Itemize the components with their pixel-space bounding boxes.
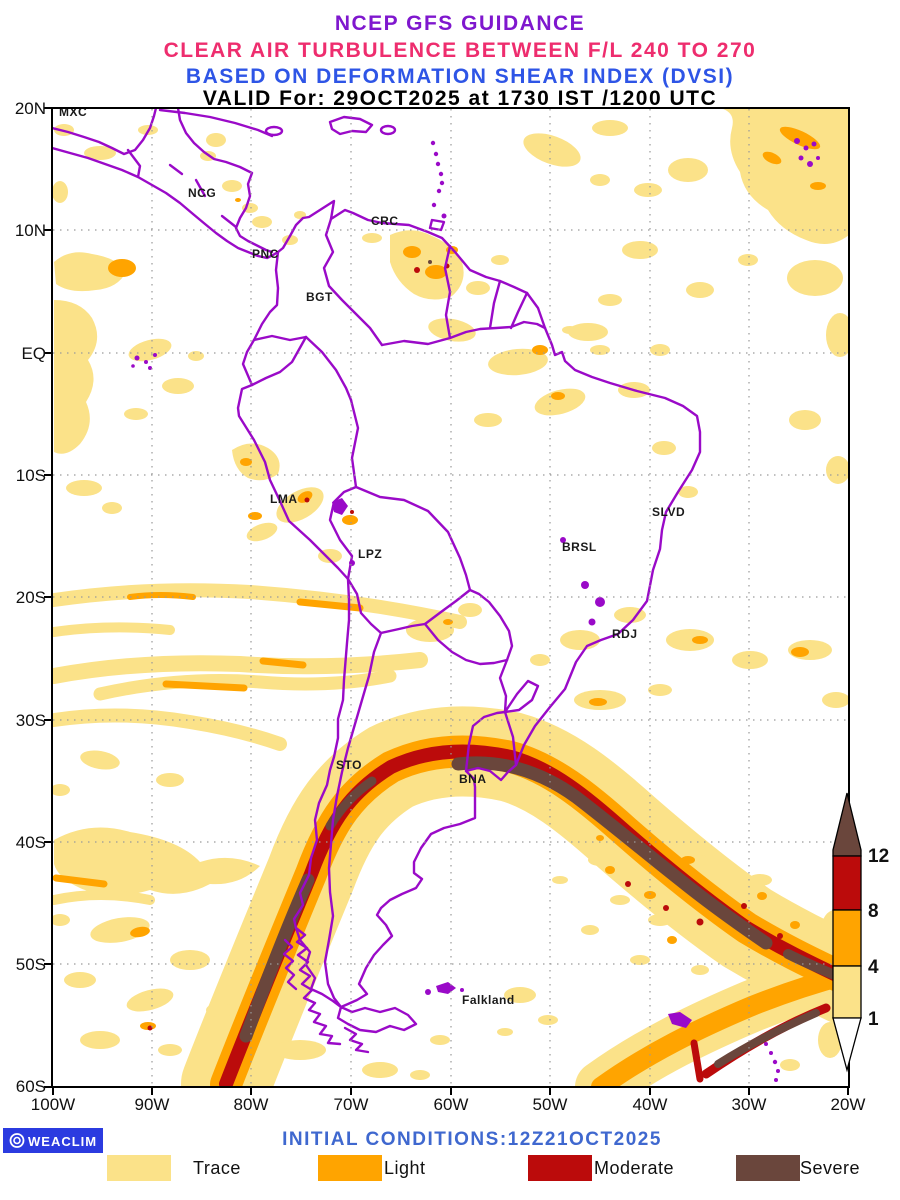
weaclim-logo-icon (9, 1133, 25, 1148)
colorbar-tick-label: 8 (868, 901, 879, 922)
x-axis: 100W 90W 80W 70W 60W 50W 40W 30W 20W (31, 1095, 866, 1114)
station-label: MXC (59, 105, 87, 119)
x-tick-label: 100W (31, 1095, 75, 1114)
colorbar-tick-label: 1 (868, 1009, 879, 1030)
weaclim-logo-inner-icon (13, 1136, 21, 1145)
colorbar-segment-moderate (832, 855, 862, 911)
country-borders-layer (53, 109, 820, 1082)
x-tick-label: 30W (732, 1095, 767, 1114)
initial-conditions-label: INITIAL CONDITIONS:12Z21OCT2025 (282, 1129, 662, 1150)
colorbar-segment-below (832, 1017, 862, 1073)
station-label: BGT (306, 290, 333, 304)
page-subtitle: CLEAR AIR TURBULENCE BETWEEN F/L 240 TO … (164, 39, 757, 62)
legend-swatch-trace (107, 1155, 171, 1181)
header: NCEP GFS GUIDANCE CLEAR AIR TURBULENCE B… (164, 12, 757, 110)
x-tick-label: 80W (234, 1095, 269, 1114)
y-tick-label: 10N (15, 221, 46, 240)
x-tick-label: 60W (434, 1095, 469, 1114)
y-tick-label: 20S (16, 588, 46, 607)
station-label: STO (336, 758, 362, 772)
legend-label-severe: Severe (800, 1158, 860, 1178)
colorbar: 12 8 4 1 (832, 792, 889, 1073)
map-canvas: MXC NCG CRC PNC BGT LMA LPZ BRSL SLVD RD… (53, 105, 848, 1086)
station-label: RDJ (612, 627, 638, 641)
page-title: NCEP GFS GUIDANCE (335, 12, 585, 35)
station-label: NCG (188, 186, 216, 200)
station-label: LPZ (358, 547, 382, 561)
station-label: BRSL (562, 540, 597, 554)
station-label: LMA (270, 492, 298, 506)
basis-line: BASED ON DEFORMATION SHEAR INDEX (DVSI) (186, 65, 734, 88)
y-tick-label: 50S (16, 955, 46, 974)
colorbar-segment-light (832, 909, 862, 967)
legend-label-trace: Trace (193, 1158, 241, 1178)
map-frame (44, 107, 850, 1095)
x-tick-label: 90W (135, 1095, 170, 1114)
legend-swatch-severe (736, 1155, 800, 1181)
colorbar-segment-severe (832, 792, 862, 857)
y-tick-label: 60S (16, 1077, 46, 1096)
station-labels-layer: MXC NCG CRC PNC BGT LMA LPZ BRSL SLVD RD… (59, 105, 685, 1007)
legend-label-light: Light (384, 1158, 426, 1178)
station-label: SLVD (652, 505, 685, 519)
y-tick-label: 20N (15, 99, 46, 118)
legend: Trace Light Moderate Severe (107, 1155, 860, 1181)
x-tick-label: 40W (633, 1095, 668, 1114)
y-tick-label: 30S (16, 711, 46, 730)
y-tick-label: 10S (16, 466, 46, 485)
weaclim-badge: WEACLIM (3, 1128, 103, 1153)
station-label: BNA (459, 772, 487, 786)
colorbar-segment-trace (832, 965, 862, 1019)
brand-label: WEACLIM (28, 1134, 97, 1149)
colorbar-tick-label: 4 (868, 957, 879, 978)
legend-swatch-moderate (528, 1155, 592, 1181)
y-tick-label: 40S (16, 833, 46, 852)
station-label: PNC (252, 247, 279, 261)
station-label: CRC (371, 214, 399, 228)
x-tick-label: 70W (334, 1095, 369, 1114)
y-tick-label: EQ (21, 344, 46, 363)
legend-swatch-light (318, 1155, 382, 1181)
x-tick-label: 20W (831, 1095, 866, 1114)
y-axis: 20N 10N EQ 10S 20S 30S 40S 50S 60S (15, 99, 46, 1096)
x-tick-label: 50W (533, 1095, 568, 1114)
legend-label-moderate: Moderate (594, 1158, 674, 1178)
footer: WEACLIM INITIAL CONDITIONS:12Z21OCT2025 … (3, 1128, 860, 1181)
station-label: Falkland (462, 993, 515, 1007)
colorbar-tick-label: 12 (868, 846, 889, 867)
valid-line: VALID For: 29OCT2025 at 1730 IST /1200 U… (203, 87, 717, 110)
